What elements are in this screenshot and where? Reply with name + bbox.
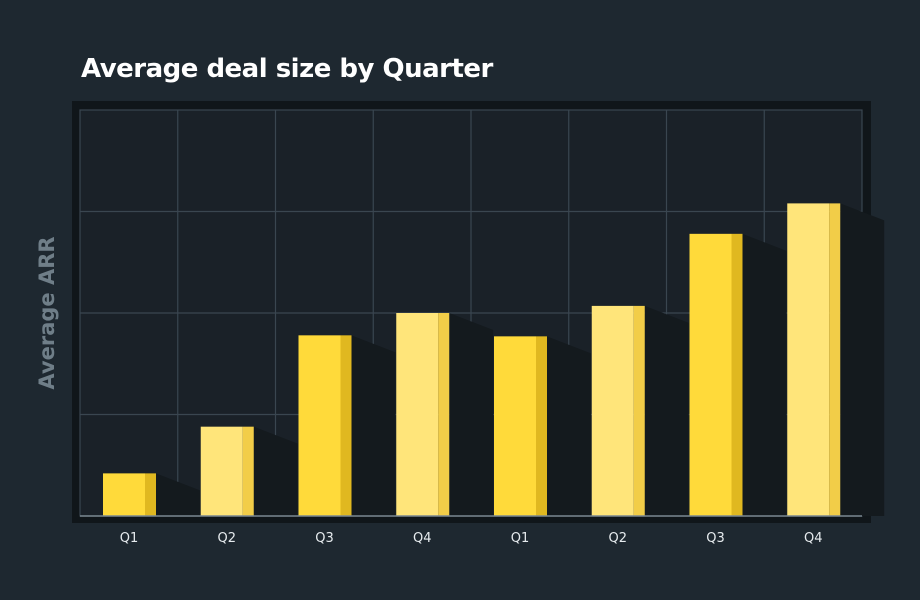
bar-shadow xyxy=(156,473,200,516)
x-tick-label: Q3 xyxy=(315,531,334,546)
bar xyxy=(591,305,634,516)
bar-shadow xyxy=(840,203,885,516)
bar-shadow xyxy=(253,426,298,516)
chart-title: Average deal size by Quarter xyxy=(81,54,493,84)
bar-side xyxy=(145,473,156,516)
bar xyxy=(689,233,732,516)
bar xyxy=(103,473,145,516)
x-tick-label: Q2 xyxy=(608,531,627,546)
x-tick-label: Q4 xyxy=(804,531,823,546)
bar xyxy=(494,336,536,516)
bar xyxy=(396,313,439,516)
bar xyxy=(787,203,830,516)
bar xyxy=(298,335,341,516)
bar-side xyxy=(731,233,743,516)
x-tick-label: Q1 xyxy=(120,531,139,546)
bar-side xyxy=(340,335,352,516)
bar-shadow xyxy=(644,305,689,516)
bar-side xyxy=(536,336,547,516)
x-tick-label: Q4 xyxy=(413,531,432,546)
x-tick-label: Q2 xyxy=(217,531,236,546)
bar-shadow xyxy=(547,336,591,516)
bar xyxy=(200,426,243,516)
x-tick-label: Q1 xyxy=(511,531,530,546)
x-tick-label: Q3 xyxy=(706,531,725,546)
bar-shadow xyxy=(449,313,494,516)
bar-side xyxy=(633,305,645,516)
bar-side xyxy=(242,426,254,516)
bar-side xyxy=(438,313,450,516)
bar-side xyxy=(829,203,841,516)
bar-shadow xyxy=(742,233,787,516)
bar-shadow xyxy=(351,335,396,516)
